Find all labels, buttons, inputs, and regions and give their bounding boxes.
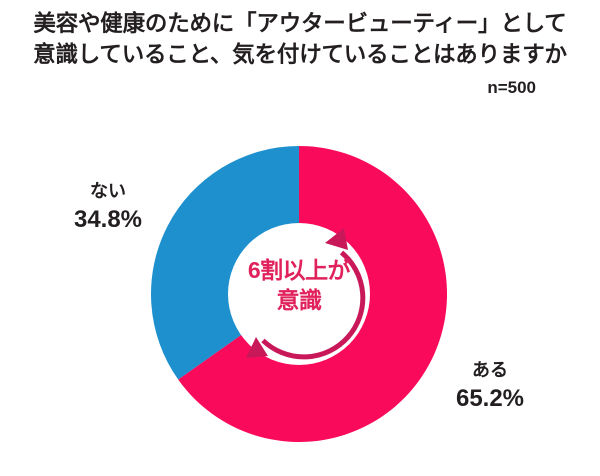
cycle-arrow-head-bottom (246, 337, 268, 358)
sample-size-label: n=500 (487, 78, 536, 97)
pie-slice-nai[interactable] (150, 146, 299, 380)
cycle-arrow-head-top (325, 228, 348, 250)
cycle-arrow-icon (261, 250, 366, 360)
slice-label-aru-name: ある (472, 360, 508, 380)
slice-label-nai: ない 34.8% (48, 178, 168, 236)
cycle-arrow-arc-main (261, 250, 366, 360)
slice-label-aru: ある 65.2% (430, 357, 550, 415)
page-title: 美容や健康のために「アウタービューティー」として 意識していること、気を付けてい… (30, 8, 570, 70)
slice-label-nai-value: 34.8% (73, 206, 143, 233)
donut-hole (228, 223, 370, 365)
title-line-1: 美容や健康のために「アウタービューティー」として (33, 11, 567, 36)
slice-label-aru-value: 65.2% (455, 385, 525, 412)
title-line-2: 意識していること、気を付けていることはありますか (33, 42, 567, 67)
slice-label-nai-name: ない (90, 181, 126, 201)
